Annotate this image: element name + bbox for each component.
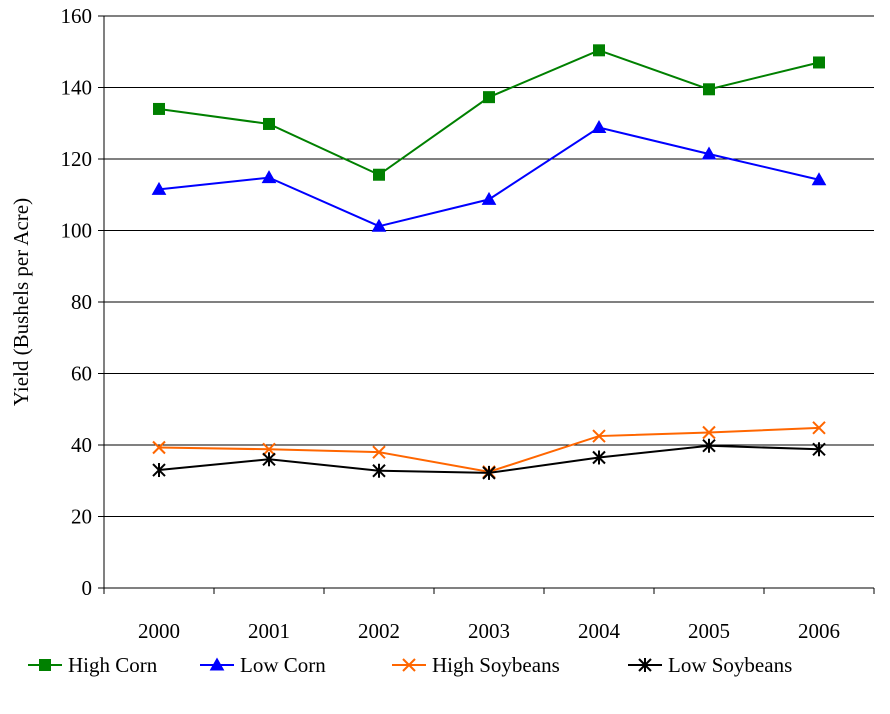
point-high-soybeans-2006-stroke-b (812, 421, 826, 435)
legend-marker-high-corn (39, 659, 51, 671)
y-axis-title: Yield (Bushels per Acre) (9, 198, 33, 406)
point-high-soybeans-2001 (262, 442, 276, 456)
point-low-corn-2003 (481, 191, 497, 205)
legend-item-low-soybeans: Low Soybeans (628, 653, 792, 677)
y-tick-label-0: 0 (82, 576, 93, 600)
point-low-soybeans-2005 (702, 438, 716, 453)
point-low-soybeans-2002 (372, 463, 386, 478)
y-tick-label-20: 20 (71, 505, 92, 529)
y-tick-label-120: 120 (61, 147, 93, 171)
point-high-soybeans-2000-stroke-b (152, 440, 166, 455)
point-high-corn-2002 (373, 168, 385, 181)
legend-label-low-soybeans: Low Soybeans (668, 653, 792, 677)
point-high-corn-2006 (813, 56, 825, 69)
series-low-soybeans (152, 438, 826, 480)
axes (98, 15, 875, 594)
series-line-low-corn (158, 126, 820, 228)
legend-item-high-soybeans: High Soybeans (392, 653, 560, 677)
point-low-soybeans-2006 (812, 442, 826, 457)
point-low-soybeans-2003 (482, 465, 496, 480)
x-tick-label-2005: 2005 (688, 619, 730, 643)
point-high-soybeans-2002 (372, 445, 386, 459)
point-low-corn-2004 (591, 120, 607, 134)
point-high-corn-2001 (263, 117, 275, 130)
x-tick-labels: 2000 2001 2002 2003 2004 2005 2006 (138, 619, 840, 643)
point-high-soybeans-2001-stroke-b (262, 442, 276, 456)
point-low-corn-2005 (701, 146, 717, 160)
point-high-soybeans-2004-stroke-b (592, 429, 606, 443)
y-tick-label-80: 80 (71, 290, 92, 314)
legend-label-low-corn: Low Corn (240, 653, 326, 677)
point-high-corn-2003 (483, 91, 495, 104)
point-low-soybeans-2001 (262, 452, 276, 467)
point-high-soybeans-2000 (152, 440, 166, 455)
y-tick-label-40: 40 (71, 433, 92, 457)
legend-marker-high-soybeans (402, 658, 416, 672)
point-low-soybeans-2000 (152, 463, 166, 478)
series-high-corn (153, 44, 825, 181)
point-high-soybeans-2002-stroke-b (372, 445, 386, 459)
legend-marker-low-corn (209, 657, 225, 671)
point-high-soybeans-2004 (592, 429, 606, 443)
y-tick-label-100: 100 (61, 219, 93, 243)
point-high-corn-2000 (153, 102, 165, 115)
gridlines (104, 15, 874, 517)
y-tick-label-60: 60 (71, 362, 92, 386)
legend-item-low-corn: Low Corn (200, 653, 326, 677)
point-high-corn-2005 (703, 83, 715, 96)
point-high-soybeans-2006 (812, 421, 826, 435)
legend-label-high-corn: High Corn (68, 653, 158, 677)
x-tick-label-2002: 2002 (358, 619, 400, 643)
point-low-corn-2000 (151, 181, 167, 195)
series-low-corn (151, 120, 827, 232)
y-tick-label-140: 140 (61, 76, 93, 100)
y-tick-label-160: 160 (61, 4, 93, 28)
point-low-corn-2006 (811, 172, 827, 186)
legend-marker-high-soybeans-stroke-b (402, 658, 416, 672)
point-high-soybeans-2005 (702, 425, 716, 440)
series-line-high-soybeans (158, 426, 820, 473)
point-low-corn-2001 (261, 170, 277, 184)
x-tick-label-2001: 2001 (248, 619, 290, 643)
y-tick-labels: 0 20 40 60 80 100 120 140 160 (61, 4, 93, 600)
legend-marker-low-soybeans (638, 658, 652, 672)
legend: High Corn Low Corn High Soybeans Low Soybea… (28, 653, 792, 677)
point-high-corn-2004 (593, 44, 605, 57)
x-tick-label-2006: 2006 (798, 619, 840, 643)
legend-item-high-corn: High Corn (28, 653, 158, 677)
x-tick-label-2003: 2003 (468, 619, 510, 643)
point-low-soybeans-2004 (592, 450, 606, 465)
point-high-soybeans-2005-stroke-b (702, 425, 716, 440)
legend-label-high-soybeans: High Soybeans (432, 653, 560, 677)
x-tick-label-2000: 2000 (138, 619, 180, 643)
x-tick-label-2004: 2004 (578, 619, 621, 643)
series (151, 44, 827, 480)
point-low-corn-2002 (371, 218, 387, 232)
